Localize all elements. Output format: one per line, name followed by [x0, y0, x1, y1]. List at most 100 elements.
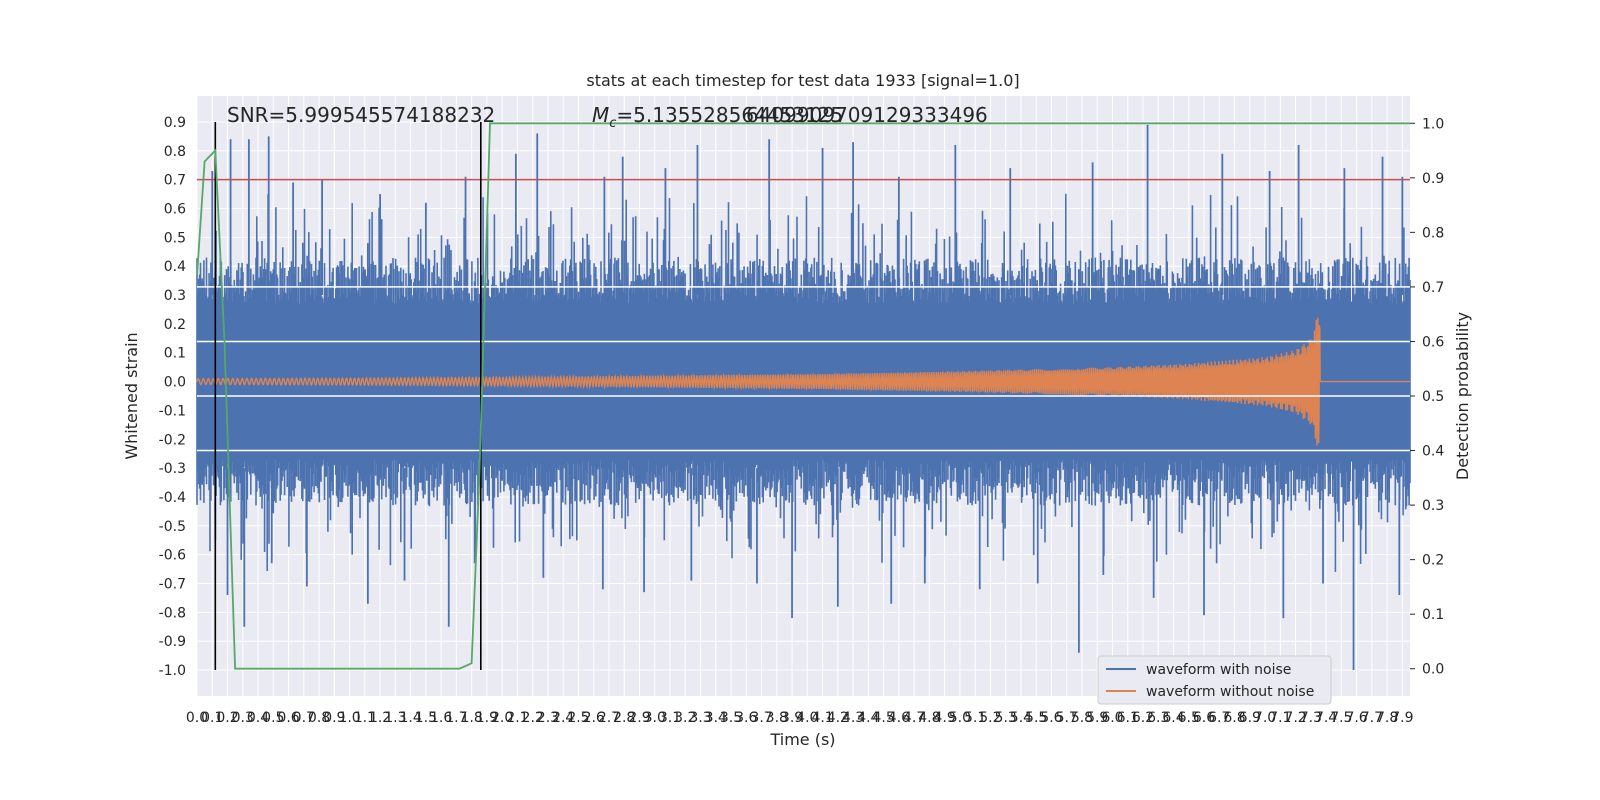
x-tick-label: 7.3 [1300, 710, 1322, 726]
x-tick-label: 3.4 [705, 710, 727, 726]
x-tick-label: 6.0 [1101, 710, 1123, 726]
y2-tick-label: 0.0 [1422, 662, 1444, 678]
x-tick-label: 1.1 [354, 710, 376, 726]
chirp-mass-annotation: Mc=5.135528564453125 [592, 103, 843, 131]
snr-annotation: SNR=5.999545574188232 [227, 103, 495, 127]
y-tick-label: 0.5 [164, 230, 186, 246]
x-tick-label: 4.8 [918, 710, 940, 726]
x-tick-label: 7.6 [1345, 710, 1367, 726]
x-tick-label: 0.9 [323, 710, 345, 726]
y-tick-label: 0.8 [164, 144, 186, 160]
x-tick-label: 1.7 [445, 710, 467, 726]
x-tick-label: 1.8 [461, 710, 483, 726]
y-tick-label: -1.0 [159, 663, 186, 679]
y2-tick-label: 0.4 [1422, 444, 1444, 460]
y-tick-label: -0.5 [159, 519, 186, 535]
x-tick-label: 6.1 [1117, 710, 1139, 726]
x-tick-label: 5.5 [1025, 710, 1047, 726]
x-tick-label: 0.5 [262, 710, 284, 726]
x-tick-label: 5.7 [1056, 710, 1078, 726]
x-tick-label: 6.3 [1147, 710, 1169, 726]
x-tick-label: 5.8 [1071, 710, 1093, 726]
x-tick-label: 3.8 [766, 710, 788, 726]
x-tick-label: 0.0 [186, 710, 208, 726]
x-tick-label: 1.6 [430, 710, 452, 726]
x-tick-label: 6.7 [1208, 710, 1230, 726]
y2-tick-label: 1.0 [1422, 116, 1444, 132]
y-tick-label: 0.1 [164, 346, 186, 362]
y2-tick-label: 0.1 [1422, 607, 1444, 623]
x-tick-label: 7.8 [1376, 710, 1398, 726]
legend-label-clean: waveform without noise [1146, 684, 1314, 700]
event-markers [214, 121, 482, 671]
x-tick-label: 7.0 [1254, 710, 1276, 726]
chirp-mass-subscript: c [609, 116, 616, 131]
horizontal-reference-lines [197, 286, 1410, 452]
x-tick-label: 3.5 [720, 710, 742, 726]
x-tick-label: 6.4 [1162, 710, 1184, 726]
y2-tick-label: 0.2 [1422, 553, 1444, 569]
x-tick-label: 2.3 [537, 710, 559, 726]
legend-box [1097, 655, 1332, 705]
x-tick-label: 7.5 [1330, 710, 1352, 726]
x-tick-label: 5.1 [964, 710, 986, 726]
x-tick-label: 3.7 [750, 710, 772, 726]
y2-tick-label: 0.8 [1422, 225, 1444, 241]
x-tick-label: 1.4 [399, 710, 421, 726]
x-tick-label: 3.9 [781, 710, 803, 726]
x-tick-label: 2.6 [583, 710, 605, 726]
x-tick-label: 1.3 [384, 710, 406, 726]
x-tick-label: 2.5 [567, 710, 589, 726]
x-tick-label: 4.9 [934, 710, 956, 726]
x-tick-label: 7.4 [1315, 710, 1337, 726]
y2-tick-label: 0.7 [1422, 280, 1444, 296]
y-tick-label: -0.4 [159, 490, 186, 506]
y-tick-label: -0.1 [159, 403, 186, 419]
x-tick-label: 6.9 [1239, 710, 1261, 726]
x-tick-label: 5.3 [995, 710, 1017, 726]
x-tick-label: 5.4 [1010, 710, 1032, 726]
overlapping-annotation: 6409909709129333496 [746, 103, 988, 127]
x-tick-label: 2.8 [613, 710, 635, 726]
x-tick-label: 0.1 [201, 710, 223, 726]
x-tick-label: 2.9 [628, 710, 650, 726]
x-tick-label: 7.2 [1284, 710, 1306, 726]
y-tick-label: 0.7 [164, 173, 186, 189]
x-tick-label: 3.6 [735, 710, 757, 726]
y2-tick-label: 0.6 [1422, 334, 1444, 350]
x-tick-label: 0.4 [247, 710, 269, 726]
x-tick-label: 4.6 [888, 710, 910, 726]
x-tick-label: 3.2 [674, 710, 696, 726]
legend-label-noisy: waveform with noise [1146, 662, 1291, 678]
detection-probability-line [196, 122, 1410, 670]
y2-tick-label: 0.3 [1422, 498, 1444, 514]
x-tick-label: 4.0 [796, 710, 818, 726]
y-tick-label: 0.6 [164, 202, 186, 218]
y-tick-label: 0.2 [164, 317, 186, 333]
x-tick-label: 7.7 [1361, 710, 1383, 726]
y-tick-label: -0.8 [159, 605, 186, 621]
x-tick-label: 2.7 [598, 710, 620, 726]
x-tick-label: 6.2 [1132, 710, 1154, 726]
chirp-mass-value: =5.135528564453125 [616, 103, 843, 127]
x-tick-label: 2.4 [552, 710, 574, 726]
x-tick-label: 1.5 [415, 710, 437, 726]
y-tick-label: -0.3 [159, 461, 186, 477]
x-tick-label: 1.9 [476, 710, 498, 726]
x-tick-label: 6.8 [1223, 710, 1245, 726]
clean-waveform-series [196, 317, 1410, 446]
y-tick-label: 0.4 [164, 259, 186, 275]
x-tick-label: 5.9 [1086, 710, 1108, 726]
x-tick-label: 5.2 [979, 710, 1001, 726]
x-tick-label: 2.0 [491, 710, 513, 726]
y-tick-label: 0.9 [164, 115, 186, 131]
y-axis-label: Whitened strain [122, 332, 141, 459]
y-axis-ticks: -1.0 -0.9 -0.8 -0.7 -0.6 -0.5 -0.4 -0.3 -0.2 -0.1… [159, 115, 186, 679]
x-tick-label: 7.1 [1269, 710, 1291, 726]
x-axis-ticks: 0.00.10.20.30.40.50.60.70.80.91.01.11.21… [186, 710, 1414, 726]
clean-waveform-line [196, 317, 1410, 446]
x-tick-label: 6.6 [1193, 710, 1215, 726]
x-tick-label: 4.2 [827, 710, 849, 726]
chart-title: stats at each timestep for test data 193… [586, 71, 1019, 90]
x-tick-label: 6.5 [1178, 710, 1200, 726]
